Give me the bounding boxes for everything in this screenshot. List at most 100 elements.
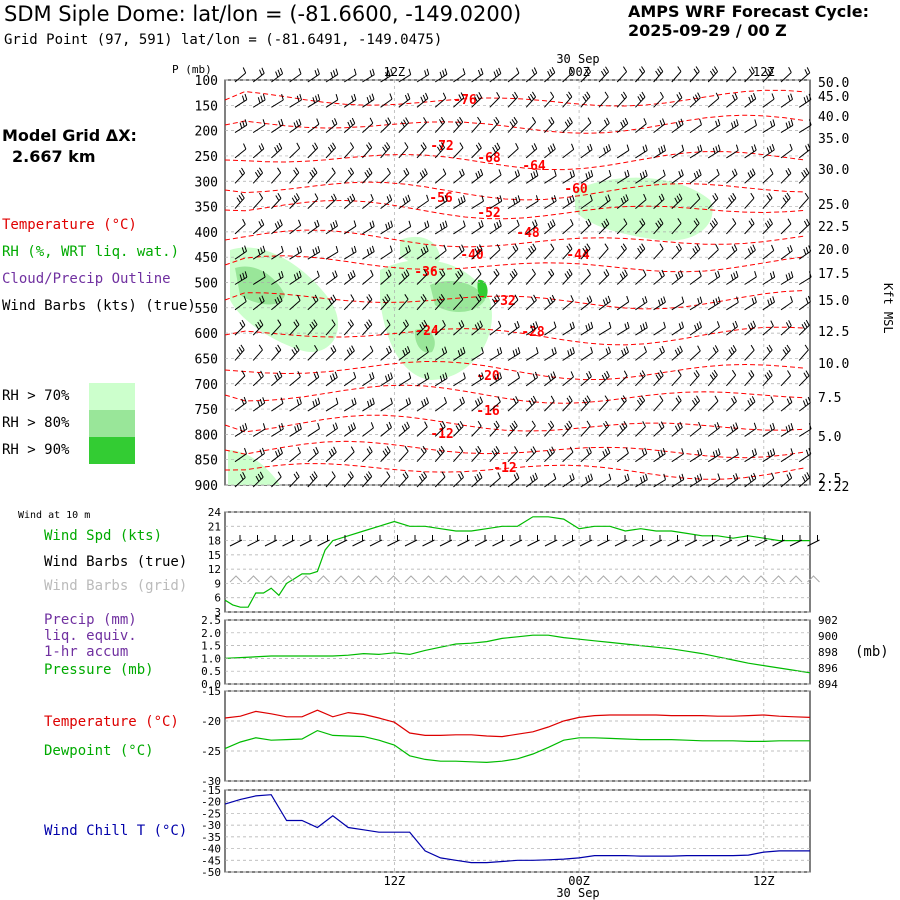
wind-barb [271,447,283,463]
wind-barb [416,68,430,83]
wind-barb [616,395,627,412]
wind-barb [489,91,501,108]
wind-barb [453,268,464,285]
wind-barb [707,270,721,285]
wind-barb [635,118,647,133]
wind-barb-grid [702,575,715,583]
wind-barb [380,294,391,311]
wind-barb [580,117,592,133]
wind-barb-true [649,535,663,547]
wind-barb-true [247,535,260,547]
wind-barb [689,395,701,412]
wind-barb-true [562,535,575,547]
wind-barb [653,447,666,463]
height-tick-label: 20.0 [818,243,849,258]
wind-barb [598,194,611,209]
wind-barb [598,420,610,437]
wind-barb [380,269,392,285]
wind-barb [252,219,265,235]
wind-barb [762,472,775,488]
wind-barb [798,448,812,463]
wind-barb [653,296,666,311]
wind-barb [307,270,320,285]
wind-barb [525,321,539,336]
wind-barb [707,218,718,235]
wind-barb [671,473,685,488]
wind-barb [653,144,666,159]
y-tick-label-right: 898 [818,646,838,659]
wind-barb [325,167,336,184]
wind-barb [707,369,718,387]
wind-barb [726,344,737,361]
wind-barb-grid [649,575,663,583]
wind-barb [343,270,356,285]
wind-barb [252,167,264,184]
wind-barb [653,193,665,209]
pressure-tick-label: 100 [195,74,218,89]
wind-barb [398,194,411,210]
wind-barb-grid [334,575,348,583]
wind-barb [744,119,757,134]
wind-barb [380,117,392,133]
wind-barb [416,445,427,463]
y-tick-label: 18 [208,535,221,548]
temperature-contour-label: -44 [566,248,590,263]
height-tick-label: 2.22 [818,480,849,495]
wind-barb-true [684,535,698,547]
wind-barb [234,192,245,209]
wind-barb [362,68,375,83]
wind-barb [343,245,357,260]
wind-barb [744,320,756,336]
cycle-value: 2025-09-29 / 00 Z [628,21,787,40]
wind-barb [762,119,776,134]
p-wind-frame [224,511,811,613]
wind-barb [252,447,265,463]
temperature-contour [224,384,806,404]
wind-barb-grid [387,575,400,583]
wind-barb [707,193,719,209]
wind-barb [562,169,575,184]
wind-barb-grid [282,575,295,583]
wind-barb [798,143,811,159]
wind-barb [707,144,721,159]
wind-barb [489,372,502,387]
wind-barb-grid [352,575,365,583]
wind-barb [707,422,720,437]
wind-barb-grid [509,575,523,583]
wind-barb-grid [614,575,628,583]
wind-barb [580,143,593,159]
wind-barb [252,271,266,285]
wind-barb [289,142,301,159]
wind-barb [234,344,245,361]
wind-barb-grid [684,575,698,583]
wind-barb [416,269,428,285]
wind-barb [307,422,320,437]
wind-barb [580,268,591,285]
wind-barb [707,321,720,336]
wind-barb [780,472,793,488]
wind-barb [689,243,701,260]
wind-barb [307,371,320,387]
wind-barb [744,448,757,463]
wind-barb [762,244,775,260]
wind-barb [507,169,520,184]
wind-barb [398,93,411,108]
pressure-tick-label: 450 [195,251,218,266]
height-tick-label: 2.5 [818,472,841,487]
wind-barb [325,294,337,311]
wind-barb-true [387,535,400,547]
wind-barb [471,116,482,133]
wind-barb [525,169,539,184]
series-line [224,634,811,674]
wind-barb [580,446,592,463]
wind-barb [726,296,739,311]
temperature-contour-label: -60 [564,182,588,197]
wind-barb [635,193,647,209]
wind-barb [653,395,664,412]
y-tick-label-left: 0.0 [201,678,221,691]
legend-rh70-swatch [89,383,135,410]
wind-barb [234,119,248,134]
wind-barb [525,268,536,285]
wind-barb-true [614,535,628,547]
wind-barb [380,220,393,235]
